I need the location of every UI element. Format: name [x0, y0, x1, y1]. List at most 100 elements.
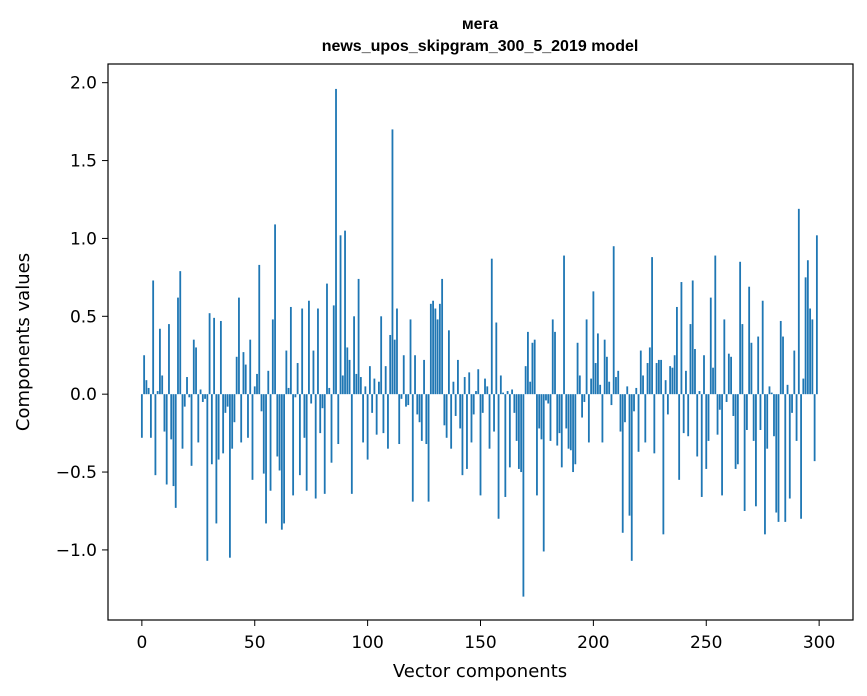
bar [251, 394, 254, 480]
bar [676, 306, 678, 395]
bar [770, 392, 773, 395]
bar [249, 339, 252, 395]
bar [472, 394, 475, 415]
bar [289, 306, 292, 395]
bar [213, 317, 216, 395]
bar [479, 394, 482, 496]
bar [337, 394, 340, 445]
bar [371, 394, 374, 413]
bar [301, 308, 304, 395]
bar [224, 394, 227, 413]
bar [587, 394, 590, 443]
bar [504, 394, 507, 497]
bar [375, 394, 378, 435]
bar [621, 394, 624, 533]
bar [215, 394, 218, 524]
bar [292, 394, 295, 496]
bar [190, 394, 193, 466]
bar [470, 394, 473, 443]
bar [540, 394, 543, 440]
bar [177, 297, 179, 395]
bar [761, 300, 764, 395]
bar [418, 394, 421, 423]
bar [786, 384, 789, 395]
bar [373, 378, 376, 395]
bar [788, 394, 791, 499]
bar [387, 394, 389, 449]
bar [782, 336, 784, 395]
bar [226, 394, 229, 407]
bar [420, 394, 423, 441]
bar [574, 394, 577, 465]
bar [260, 394, 263, 412]
bar [382, 394, 385, 434]
bar [267, 370, 270, 395]
bar [210, 394, 213, 465]
bar [296, 363, 299, 395]
bar [425, 394, 428, 445]
bar [335, 88, 337, 395]
bar [454, 394, 457, 416]
bar [416, 394, 419, 415]
bar [694, 349, 696, 395]
bar [657, 359, 660, 395]
bar [172, 394, 175, 487]
bar [378, 381, 380, 395]
bar [687, 394, 690, 437]
bar [346, 347, 349, 395]
bar [269, 394, 272, 491]
bar [716, 394, 719, 435]
bar [319, 394, 322, 434]
bar [698, 391, 701, 395]
bar [666, 394, 669, 415]
bar [493, 394, 495, 432]
bar [558, 394, 561, 434]
bar [461, 394, 464, 476]
bar [447, 330, 450, 395]
bar [208, 313, 211, 395]
bar [712, 367, 714, 395]
bar [477, 369, 480, 395]
chart-subtitle: news_upos_skipgram_300_5_2019 model [322, 38, 639, 55]
bar [312, 350, 315, 395]
x-tick-label: 150 [464, 633, 496, 653]
bar [585, 319, 588, 395]
bar [725, 394, 728, 402]
bar [531, 342, 534, 395]
bar [490, 258, 493, 395]
bar [285, 350, 288, 395]
bar [721, 394, 723, 496]
bar [502, 392, 504, 395]
bar [317, 308, 319, 395]
bar [637, 394, 640, 452]
bar [757, 336, 760, 395]
bar [240, 394, 243, 443]
bar [186, 377, 188, 395]
bar [815, 235, 818, 395]
bar [231, 394, 234, 449]
bar [800, 394, 802, 519]
bar [330, 394, 333, 463]
bar [777, 394, 780, 522]
bar [734, 394, 737, 469]
x-tick-label: 50 [244, 633, 266, 653]
bar [662, 394, 665, 535]
bar [427, 394, 430, 502]
bar [682, 394, 685, 434]
bar [256, 373, 258, 395]
bar [271, 319, 274, 395]
bar [560, 394, 563, 468]
bar [554, 331, 556, 395]
bar [452, 381, 455, 395]
bar [179, 271, 182, 395]
bar [646, 363, 649, 395]
bar [511, 389, 514, 395]
y-tick-label: −1.0 [56, 541, 97, 561]
bar [235, 356, 238, 395]
bar [671, 367, 674, 395]
bar [592, 291, 595, 395]
bar [238, 297, 240, 395]
bar [630, 394, 633, 561]
plot-frame [107, 63, 854, 621]
